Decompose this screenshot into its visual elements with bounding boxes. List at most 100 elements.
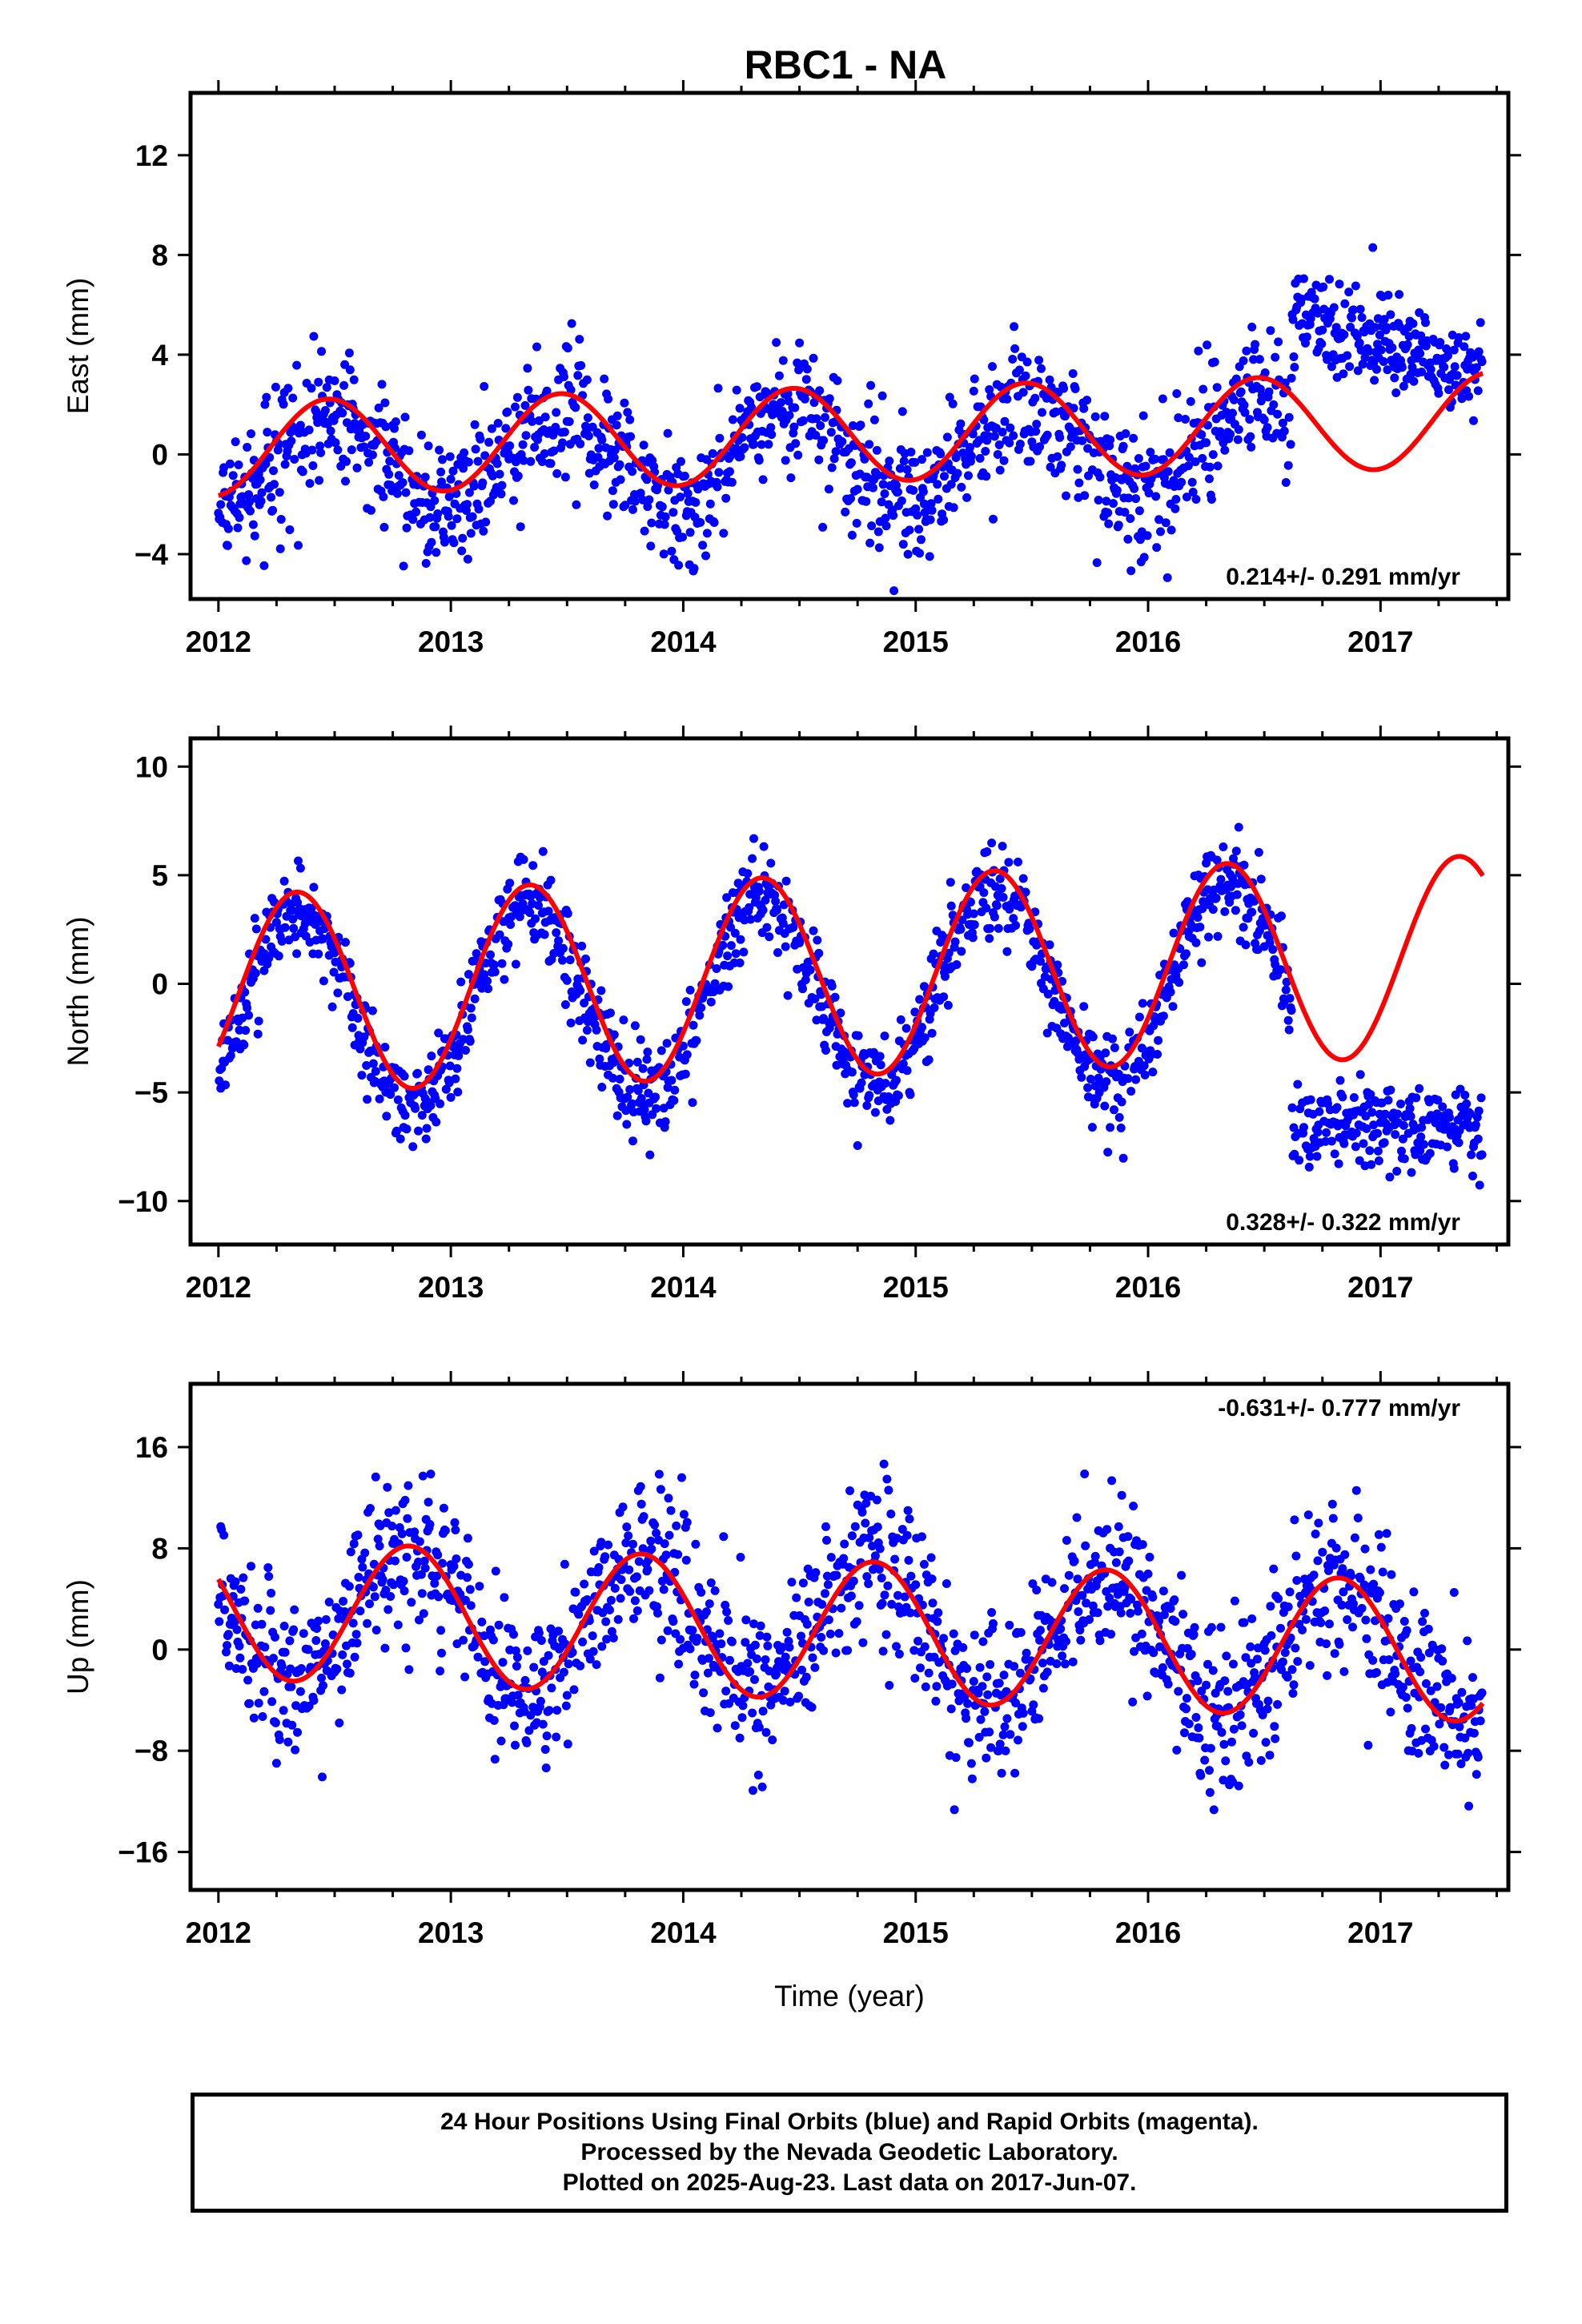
data-point	[639, 1512, 648, 1522]
data-point	[1170, 1595, 1179, 1605]
data-point	[275, 1735, 284, 1744]
data-point	[1290, 1149, 1299, 1159]
data-point	[1021, 371, 1030, 380]
data-point	[768, 1735, 777, 1745]
data-point	[1367, 1160, 1376, 1169]
data-point	[817, 990, 826, 999]
data-point	[580, 999, 589, 1007]
data-point	[933, 480, 942, 489]
data-point	[966, 452, 976, 461]
data-point	[641, 1116, 651, 1126]
data-point	[1284, 1025, 1294, 1035]
data-point	[1241, 1653, 1251, 1663]
data-point	[790, 403, 800, 412]
data-point	[988, 362, 997, 372]
data-point	[1314, 1518, 1323, 1528]
data-point	[408, 515, 418, 525]
data-point	[919, 499, 929, 509]
data-point	[885, 456, 894, 466]
data-point	[1061, 412, 1070, 421]
data-point	[547, 1683, 556, 1693]
data-point	[1288, 1689, 1298, 1698]
data-point	[288, 915, 298, 924]
data-point	[1318, 1547, 1327, 1557]
data-point	[472, 949, 481, 959]
data-point	[1373, 1146, 1383, 1156]
data-point	[1456, 1084, 1465, 1094]
data-point	[957, 482, 966, 492]
data-point	[726, 941, 736, 951]
data-point	[1022, 1648, 1031, 1658]
data-point	[1345, 362, 1355, 372]
data-point	[1383, 1614, 1393, 1623]
data-point	[804, 1598, 813, 1606]
data-point	[1210, 357, 1219, 367]
data-point	[1183, 461, 1193, 471]
data-point	[735, 958, 745, 967]
data-point	[615, 460, 624, 469]
data-point	[536, 1636, 546, 1645]
data-point	[752, 1654, 761, 1663]
data-point	[401, 488, 411, 497]
data-point	[683, 489, 693, 498]
data-point	[623, 408, 632, 417]
data-point	[1062, 1536, 1071, 1545]
data-point	[740, 443, 749, 452]
data-point	[602, 1634, 612, 1644]
data-point	[1263, 1696, 1273, 1706]
data-point	[321, 1614, 331, 1624]
data-point	[1179, 960, 1188, 970]
data-point	[1080, 491, 1090, 501]
data-point	[444, 512, 453, 521]
data-point	[509, 496, 518, 505]
data-point	[410, 1527, 420, 1537]
data-point	[1271, 352, 1280, 362]
data-point	[1148, 1068, 1158, 1077]
data-point	[267, 1697, 277, 1707]
data-point	[1386, 1085, 1395, 1095]
data-point	[341, 476, 350, 486]
data-point	[330, 376, 339, 385]
data-point	[889, 586, 899, 596]
data-point	[622, 1522, 632, 1532]
data-point	[1079, 404, 1089, 413]
data-point	[1425, 1148, 1435, 1158]
data-point	[785, 411, 794, 420]
data-point	[292, 949, 302, 959]
data-point	[951, 1753, 961, 1763]
data-point	[1450, 362, 1460, 372]
data-point	[762, 923, 772, 932]
data-point	[1415, 1667, 1425, 1677]
data-point	[946, 901, 956, 911]
data-point	[1030, 393, 1040, 403]
data-point	[636, 489, 645, 498]
data-point	[877, 1598, 887, 1608]
data-point	[1203, 1659, 1212, 1669]
data-point	[398, 478, 408, 488]
data-point	[1374, 1156, 1383, 1165]
data-point	[597, 1083, 607, 1092]
data-point	[601, 1617, 611, 1626]
data-point	[1010, 891, 1020, 901]
data-point	[1327, 1499, 1337, 1509]
data-point	[531, 914, 540, 923]
data-point	[309, 1695, 319, 1705]
data-point	[446, 1092, 456, 1102]
data-point	[880, 489, 889, 498]
data-point	[730, 1721, 740, 1731]
data-point	[1159, 1610, 1169, 1619]
x-tick-label: 2015	[883, 1916, 949, 1949]
data-point	[831, 447, 841, 456]
data-point	[913, 1636, 923, 1646]
data-point	[689, 1020, 698, 1030]
data-point	[766, 858, 776, 868]
data-point	[827, 463, 837, 472]
data-point	[1477, 1150, 1487, 1160]
data-point	[761, 895, 770, 905]
data-point	[1372, 364, 1381, 374]
data-point	[400, 1495, 410, 1505]
data-point	[403, 1514, 412, 1523]
data-point	[678, 533, 687, 542]
data-point	[251, 924, 261, 934]
data-point	[873, 1522, 882, 1532]
